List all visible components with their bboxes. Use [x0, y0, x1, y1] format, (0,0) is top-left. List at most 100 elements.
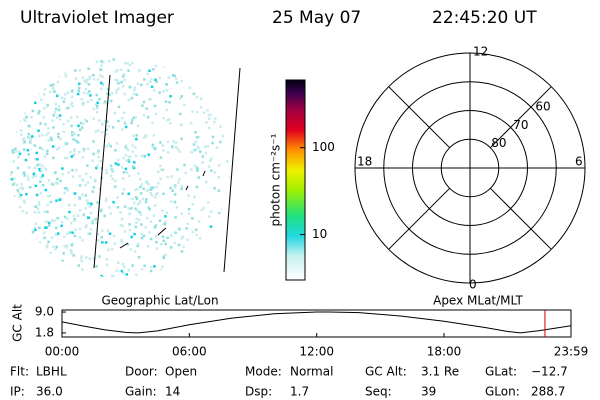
pixel [123, 265, 126, 268]
pixel [66, 232, 69, 236]
pixel [12, 177, 16, 181]
pixel [18, 80, 21, 84]
pixel [65, 107, 68, 110]
pixel [54, 247, 57, 251]
pixel [90, 219, 94, 223]
pixel [62, 130, 65, 134]
pixel [58, 197, 61, 200]
pixel [92, 257, 96, 260]
pixel [193, 164, 197, 168]
pixel [77, 86, 81, 90]
pixel [54, 171, 57, 174]
pixel [199, 150, 202, 153]
pixel [180, 137, 183, 141]
pixel [104, 133, 108, 136]
pixel [159, 177, 162, 181]
pixel [205, 249, 208, 253]
pixel [36, 163, 39, 167]
pixel [38, 226, 41, 230]
pixel [58, 198, 61, 202]
pixel [95, 93, 98, 97]
pixel [96, 104, 99, 108]
pixel [200, 268, 203, 272]
pixel [197, 176, 200, 179]
pixel [165, 83, 168, 86]
pixel [61, 167, 64, 170]
pixel [82, 213, 85, 216]
pixel [70, 250, 73, 254]
pixel [27, 166, 31, 169]
pixel [96, 201, 99, 204]
pixel [51, 183, 55, 186]
pixel [87, 83, 91, 86]
pixel [187, 272, 191, 275]
pixel [136, 82, 140, 85]
pixel [63, 215, 67, 219]
pixel [89, 211, 93, 215]
pixel [115, 91, 118, 95]
pixel [213, 264, 216, 267]
pixel [63, 97, 66, 100]
pixel [14, 150, 17, 153]
pixel [101, 122, 104, 125]
pixel [34, 157, 37, 161]
pixel [15, 222, 19, 226]
pixel [35, 253, 39, 257]
pixel [51, 67, 54, 70]
pixel [85, 119, 88, 123]
pixel [216, 81, 219, 84]
altitude-curve [61, 311, 572, 334]
info-panel: Flt: LBHL Door: Open Mode: Normal GC Alt: 3.1 R… [10, 365, 568, 399]
pixel [69, 103, 73, 106]
pixel [10, 132, 13, 136]
pixel [28, 262, 31, 265]
pixel [105, 144, 108, 148]
pixel [180, 123, 183, 126]
pixel [85, 81, 88, 84]
pixel [190, 168, 193, 171]
pixel [179, 97, 182, 100]
pixel [130, 121, 133, 125]
instrument: Ultraviolet Imager [20, 8, 174, 28]
pixel [143, 78, 146, 81]
pixel [96, 101, 99, 105]
pixel [140, 183, 143, 186]
pixel [177, 243, 181, 247]
pixel [21, 260, 24, 264]
pixel [17, 254, 20, 258]
pixel [10, 260, 13, 264]
pixel [42, 116, 45, 119]
pixel [42, 107, 46, 110]
pixel [81, 103, 85, 107]
pixel [87, 232, 90, 236]
pixel [52, 126, 55, 129]
pixel [14, 86, 17, 89]
pixel [168, 101, 171, 104]
pixel [44, 255, 48, 258]
pixel [85, 78, 89, 82]
pixel [154, 224, 157, 227]
pixel [73, 192, 77, 195]
pixel [209, 225, 213, 228]
pixel [89, 94, 92, 97]
pixel [84, 183, 87, 187]
pixel [50, 258, 53, 261]
pixel [195, 110, 199, 114]
y-tick-label: 1.8 [35, 325, 54, 339]
pixel [109, 144, 112, 148]
pixel [150, 194, 154, 197]
pixel [37, 201, 41, 204]
pixel [71, 168, 74, 172]
pixel [219, 95, 223, 99]
info-label: Door: [125, 365, 158, 379]
pixel [121, 263, 125, 266]
pixel [191, 110, 194, 113]
pixel [204, 151, 208, 155]
pixel [82, 91, 86, 95]
pixel [29, 137, 32, 141]
pixel [86, 92, 89, 95]
pixel [209, 243, 212, 247]
pixel [99, 81, 103, 85]
pixel [37, 112, 40, 115]
pixel [22, 277, 26, 278]
